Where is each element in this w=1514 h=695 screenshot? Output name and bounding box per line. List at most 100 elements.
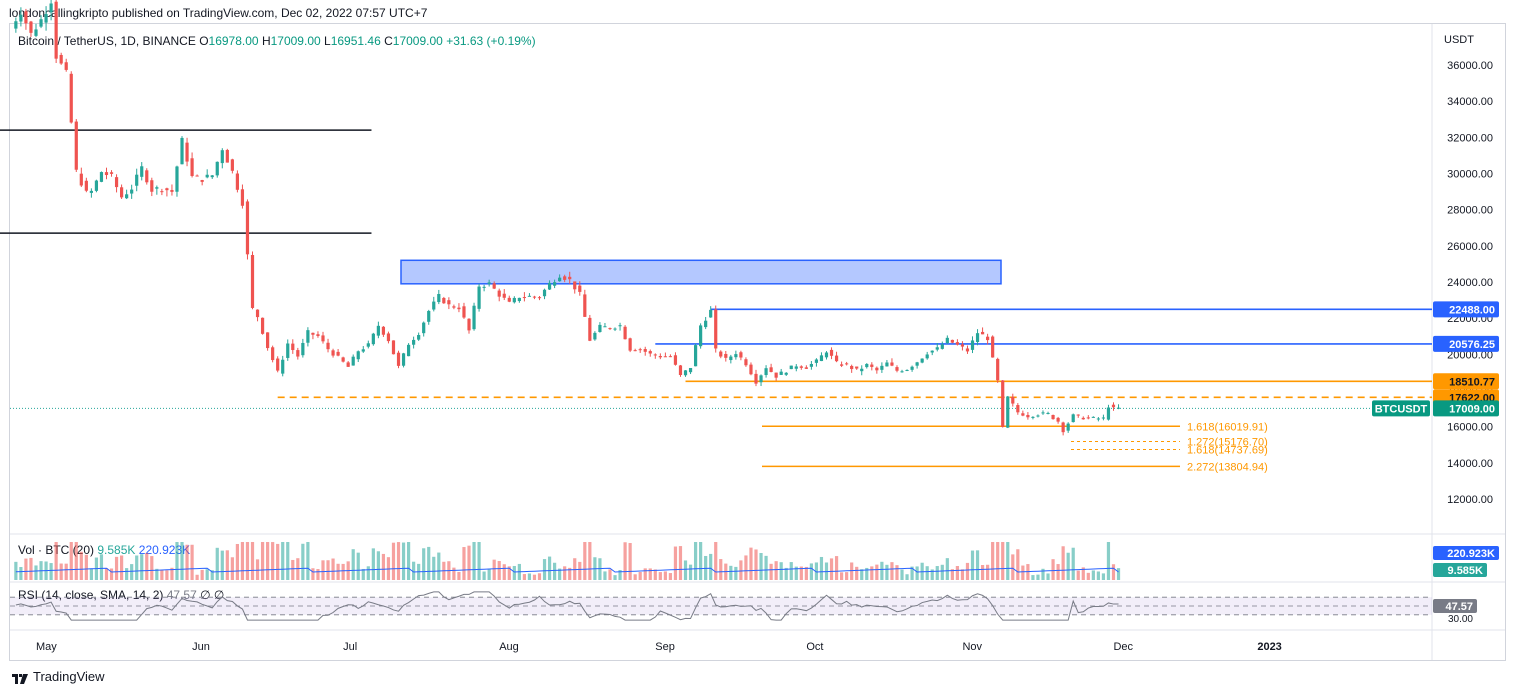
- candle-body: [321, 335, 325, 342]
- candle-body: [195, 175, 199, 177]
- volume-bar: [945, 558, 949, 580]
- volume-bar: [140, 554, 144, 580]
- candle-body: [1011, 396, 1015, 404]
- candle-body: [573, 281, 577, 290]
- volume-bar: [769, 563, 773, 580]
- volume-bar: [376, 551, 380, 580]
- volume-bar: [341, 563, 345, 580]
- candle-body: [306, 330, 310, 343]
- volume-bar: [220, 550, 224, 580]
- candle-body: [719, 351, 723, 357]
- volume-bar: [301, 543, 305, 580]
- candle-body: [583, 294, 587, 317]
- candle-body: [668, 356, 673, 358]
- volume-bar: [683, 560, 688, 580]
- candle-body: [296, 350, 300, 357]
- candle-body: [608, 328, 612, 330]
- candle-body: [24, 11, 28, 24]
- fib-label: 1.618(14737.69): [1187, 444, 1268, 456]
- volume-bar: [1046, 573, 1050, 580]
- candle-body: [467, 318, 471, 331]
- candle-body: [804, 367, 808, 369]
- volume-bar: [960, 569, 965, 580]
- volume-bar: [195, 574, 199, 580]
- volume-bar: [532, 574, 537, 580]
- volume-bar: [759, 553, 763, 580]
- candle-body: [135, 174, 139, 186]
- volume-bar: [814, 562, 819, 580]
- candle-body: [734, 354, 738, 358]
- volume-bar: [940, 564, 944, 580]
- tradingview-brand[interactable]: TradingView: [12, 669, 105, 684]
- candle-body: [1036, 415, 1040, 417]
- volume-bar: [870, 566, 874, 580]
- legend-open: 16978.00: [208, 34, 259, 48]
- volume-bar: [910, 566, 914, 580]
- candle-body: [371, 333, 375, 345]
- candle-body: [834, 355, 839, 362]
- candle-body: [1051, 414, 1055, 420]
- candle-body: [417, 335, 421, 340]
- volume-bar: [955, 566, 960, 580]
- level-20576-badge-bg: [1433, 335, 1499, 352]
- candle-body: [225, 149, 229, 163]
- candle-body: [271, 347, 275, 361]
- volume-bar: [1101, 573, 1106, 580]
- volume-bar: [210, 570, 214, 580]
- level-18510-badge: 18510.77: [1449, 376, 1495, 388]
- volume-bar: [1001, 542, 1005, 580]
- volume-bar: [1011, 554, 1015, 580]
- volume-bar: [688, 564, 693, 580]
- volume-bar: [125, 568, 129, 580]
- candle-body: [588, 317, 592, 341]
- volume-bar: [1021, 565, 1025, 580]
- volume-bar: [623, 542, 627, 580]
- candle-body: [1041, 412, 1045, 414]
- legend-symbol[interactable]: Bitcoin / TetherUS, 1D, BINANCE: [18, 34, 196, 48]
- candle-body: [855, 366, 859, 369]
- volume-bar: [432, 556, 436, 580]
- rsi-legend-label[interactable]: RSI (14, close, SMA, 14, 2): [18, 588, 164, 602]
- volume-bar: [109, 568, 114, 580]
- candle-body: [29, 21, 33, 33]
- candle-body: [462, 306, 466, 318]
- rsi-legend-v3: ∅: [213, 588, 225, 602]
- volume-bar: [829, 558, 834, 580]
- candle-body: [935, 347, 939, 350]
- volume-bar: [598, 558, 602, 580]
- supply-zone-box: [400, 259, 1002, 285]
- candle-body: [205, 174, 209, 178]
- rsi-legend: RSI (14, close, SMA, 14, 2) 47.57 ∅ ∅: [18, 588, 224, 602]
- candle-body: [986, 336, 990, 341]
- volume-badge-bg: [1433, 563, 1487, 577]
- volume-bar: [865, 567, 869, 580]
- candle-body: [940, 344, 944, 349]
- candle-body: [970, 340, 975, 350]
- candle-body: [391, 340, 396, 355]
- volume-bar: [89, 568, 93, 580]
- volume-legend-v1: 9.585K: [97, 543, 136, 557]
- volume-bar: [29, 557, 33, 580]
- volume-bar: [59, 563, 63, 580]
- x-tick-label: Jul: [343, 641, 357, 653]
- volume-bar: [84, 554, 88, 580]
- volume-bar: [693, 542, 698, 580]
- candle-body: [1066, 423, 1070, 431]
- volume-bar: [104, 568, 109, 580]
- volume-bar: [64, 563, 68, 580]
- x-tick-label: Oct: [806, 641, 823, 653]
- candle-body: [996, 358, 1000, 381]
- candle-body: [230, 159, 234, 171]
- candle-body: [532, 296, 537, 298]
- candle-body: [789, 365, 793, 370]
- candle-body: [145, 170, 149, 183]
- candle-body: [965, 348, 970, 352]
- candle-body: [311, 332, 315, 335]
- volume-bar: [200, 569, 204, 580]
- volume-bar: [568, 567, 572, 580]
- volume-bar: [482, 571, 486, 580]
- y-tick-label: 30000.00: [1447, 169, 1493, 181]
- legend-high: 17009.00: [270, 34, 321, 48]
- candle-body: [819, 355, 824, 362]
